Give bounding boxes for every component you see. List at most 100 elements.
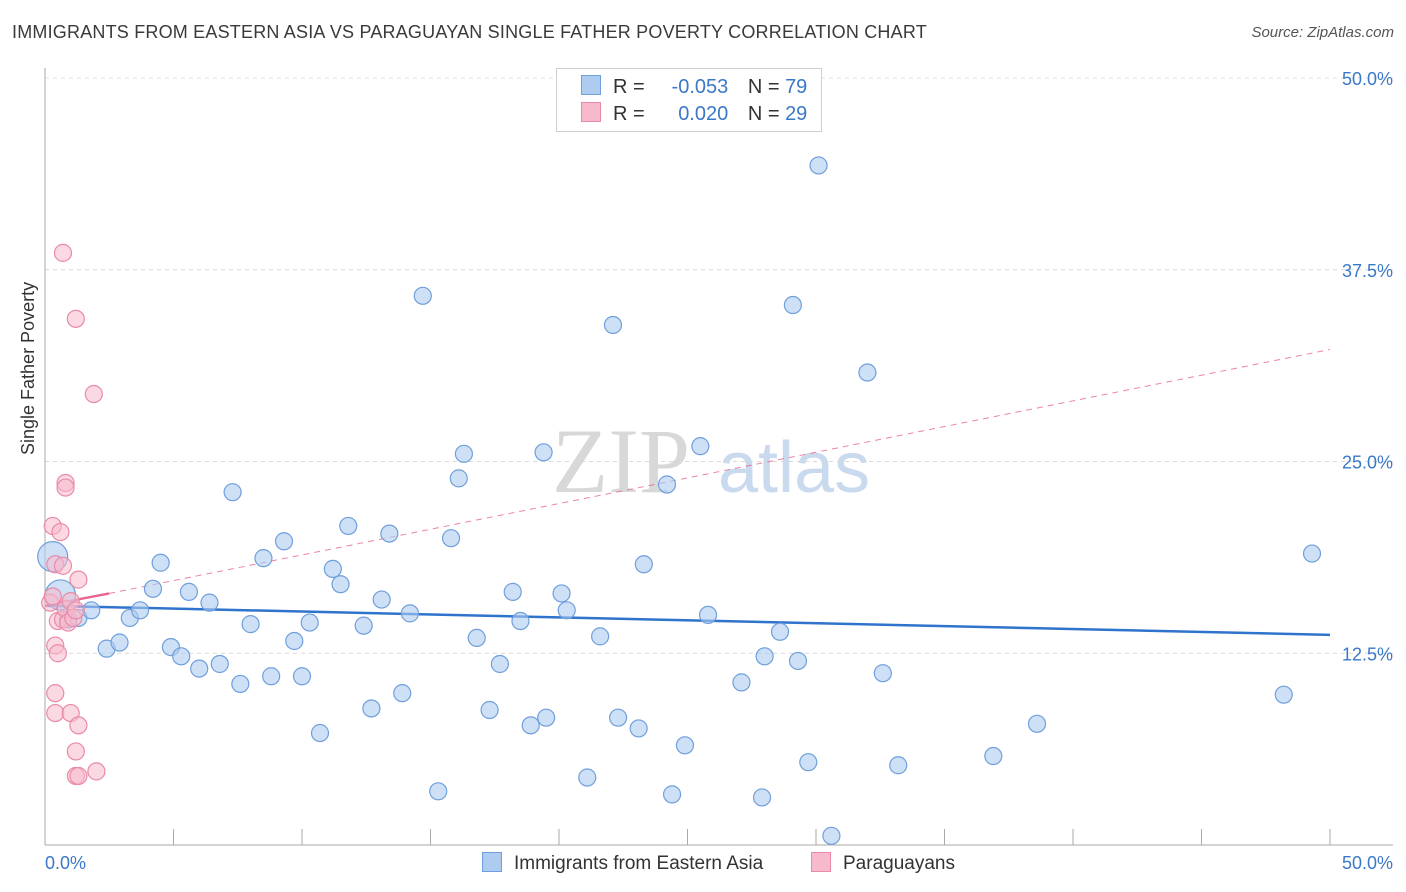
paraguayan-point [53, 243, 73, 262]
eastern-asia-point [557, 601, 576, 620]
eastern-asia-point [657, 475, 677, 494]
eastern-asia-point [799, 753, 818, 772]
bottom-legend-eastern-asia: Immigrants from Eastern Asia [482, 852, 763, 875]
eastern-asia-point [1027, 714, 1047, 733]
eastern-asia-point [323, 559, 342, 578]
paraguayan-point [66, 742, 85, 761]
y-tick-label: 37.5% [1342, 261, 1393, 281]
eastern-asia-point [362, 699, 381, 718]
eastern-asia-point [190, 659, 209, 678]
eastern-asia-point [752, 788, 772, 807]
eastern-asia-point [467, 628, 486, 648]
eastern-asia-point [873, 664, 892, 683]
eastern-asia-point [130, 601, 150, 620]
eastern-asia-point [480, 700, 499, 720]
legend-n-value: 79 [785, 76, 808, 98]
eastern-asia-point [858, 363, 877, 382]
eastern-asia-point [788, 651, 808, 671]
paraguayan-point [46, 684, 65, 703]
x-tick-label: 0.0% [45, 853, 86, 873]
eastern-asia-point [179, 582, 199, 601]
eastern-asia-point [591, 627, 610, 646]
paraguayan-point [43, 587, 62, 606]
eastern-asia-point [172, 647, 191, 666]
eastern-asia-point [449, 469, 468, 488]
paraguayan-point [53, 556, 73, 575]
eastern-asia-point [143, 579, 163, 598]
eastern-asia-point [254, 549, 273, 568]
paraguayan-point [84, 384, 103, 404]
y-tick-label: 50.0% [1342, 69, 1393, 89]
eastern-asia-point [429, 782, 448, 801]
eastern-asia-point [662, 785, 682, 804]
axes [44, 68, 1393, 846]
eastern-asia-point [223, 483, 242, 502]
chart-title: IMMIGRANTS FROM EASTERN ASIA VS PARAGUAY… [12, 22, 927, 42]
eastern-asia-point [691, 437, 710, 456]
eastern-asia-point [292, 667, 312, 686]
gridlines [45, 77, 1393, 654]
source-label: Source: ZipAtlas.com [1251, 24, 1394, 41]
legend-n-label: N = [747, 76, 780, 98]
x-tick-label: 50.0% [1342, 853, 1393, 873]
eastern-asia-point [372, 590, 391, 609]
paraguayan-point [69, 716, 88, 735]
paraguayan-point [56, 478, 75, 497]
eastern-asia-point [809, 156, 828, 175]
legend-r-label: R = [613, 76, 645, 98]
eastern-asia-point [400, 604, 420, 623]
legend-r-label: R = [613, 103, 645, 125]
eastern-asia-point [441, 529, 461, 548]
paraguayan-point [69, 766, 88, 786]
eastern-asia-point [552, 584, 571, 603]
eastern-asia-point [274, 532, 294, 551]
bottom-legend-swatch-blue [482, 852, 502, 872]
eastern-asia-point [511, 611, 530, 631]
eastern-asia-point [393, 684, 412, 703]
eastern-asia-point [783, 295, 802, 315]
bottom-legend-swatch-pink [811, 852, 831, 872]
eastern-asia-point [241, 615, 260, 634]
paraguayan-point [46, 703, 65, 723]
eastern-asia-point [380, 524, 399, 543]
eastern-asia-point [1302, 544, 1322, 563]
eastern-asia-point [755, 647, 774, 666]
y-tick-label: 12.5% [1342, 644, 1393, 664]
eastern-asia-point [151, 553, 170, 572]
y-axis-label: Single Father Poverty [18, 281, 38, 455]
paraguayan-point [69, 570, 88, 589]
eastern-asia-point [231, 674, 250, 694]
paraguayan-point [66, 309, 85, 328]
eastern-asia-point [354, 616, 373, 635]
eastern-asia-point [503, 582, 522, 601]
eastern-asia-point [578, 768, 597, 787]
eastern-asia-point [331, 575, 350, 594]
eastern-asia-point [200, 593, 219, 612]
legend-r-value: -0.053 [671, 76, 729, 98]
eastern-asia-point [984, 746, 1003, 766]
paraguayans-trend-dashed [109, 349, 1331, 594]
eastern-asia-point [110, 633, 129, 652]
eastern-asia-point [1274, 685, 1293, 704]
eastern-asia-point [413, 286, 432, 305]
eastern-asia-point [262, 667, 281, 686]
legend-swatch-pink [581, 102, 601, 122]
paraguayan-point [66, 601, 85, 620]
data-points [37, 156, 1322, 845]
eastern-asia-point [490, 654, 509, 674]
bottom-legend-label-1: Immigrants from Eastern Asia [514, 853, 764, 874]
bottom-legend-label-2: Paraguayans [843, 853, 955, 874]
legend-n-label: N = [747, 103, 780, 125]
eastern-asia-point [629, 719, 648, 738]
legend-n-value: 29 [785, 103, 808, 125]
legend-row-eastern-asia: R = -0.053 N = 79 [581, 75, 807, 99]
eastern-asia-point [285, 631, 304, 651]
eastern-asia-point [603, 315, 623, 335]
eastern-asia-point [537, 708, 556, 727]
eastern-asia-point [339, 516, 358, 536]
paraguayan-point [51, 522, 70, 542]
eastern-asia-trend-line [44, 604, 1331, 637]
stats-legend: R = -0.053 N = 79 R = 0.020 N = 29 [556, 68, 822, 132]
eastern-asia-point [609, 708, 628, 727]
